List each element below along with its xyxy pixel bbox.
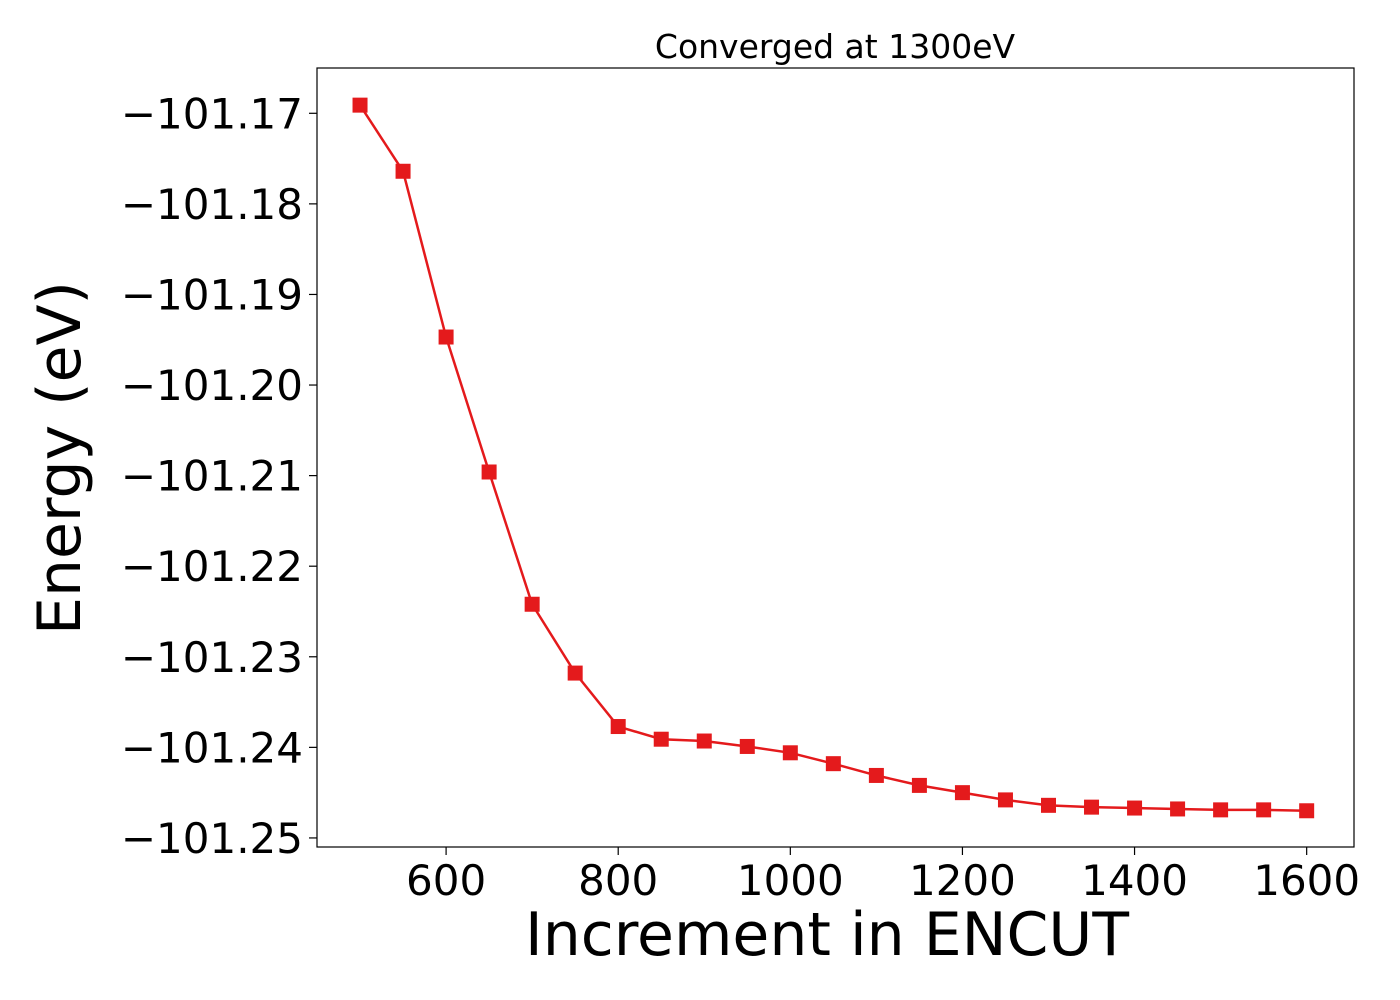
x-axis-label: Increment in ENCUT: [525, 900, 1129, 970]
y-tick-label: −101.23: [121, 633, 303, 682]
data-point-marker: [1170, 801, 1186, 817]
x-tick-label: 1400: [1081, 856, 1188, 905]
data-point-marker: [1040, 797, 1056, 813]
data-point-marker: [782, 745, 798, 761]
x-tick-label: 1600: [1253, 856, 1360, 905]
y-tick-label: −101.19: [121, 270, 303, 319]
data-point-marker: [481, 464, 497, 480]
data-point-marker: [610, 719, 626, 735]
data-point-marker: [1213, 802, 1229, 818]
y-axis: −101.17 −101.18 −101.19 −101.20 −101.21 −101.…: [121, 89, 317, 863]
x-tick-label: 1000: [737, 856, 844, 905]
data-point-marker: [1299, 803, 1315, 819]
data-point-marker: [524, 596, 540, 612]
data-point-marker: [825, 756, 841, 772]
data-point-marker: [352, 97, 368, 113]
data-point-marker: [653, 731, 669, 747]
data-point-marker: [1127, 800, 1143, 816]
data-point-marker: [696, 733, 712, 749]
x-tick-label: 800: [578, 856, 658, 905]
x-tick-label: 600: [406, 856, 486, 905]
data-point-marker: [997, 792, 1013, 808]
y-tick-label: −101.25: [121, 814, 303, 863]
data-point-marker: [954, 785, 970, 801]
y-tick-label: −101.24: [121, 723, 303, 772]
data-point-marker: [739, 738, 755, 754]
data-series: [352, 97, 1315, 819]
y-tick-label: −101.22: [121, 542, 303, 591]
data-point-marker: [1084, 799, 1100, 815]
data-point-marker: [395, 163, 411, 179]
data-point-marker: [438, 329, 454, 345]
y-tick-label: −101.17: [121, 89, 303, 138]
y-tick-label: −101.18: [121, 180, 303, 229]
y-axis-label: Energy (eV): [25, 281, 95, 635]
plot-area-frame: [316, 67, 1355, 848]
data-point-marker: [911, 777, 927, 793]
chart-title: Converged at 1300eV: [655, 27, 1016, 66]
data-point-marker: [567, 665, 583, 681]
x-axis: 600 800 1000 1200 1400 1600: [406, 847, 1360, 905]
y-tick-label: −101.21: [121, 452, 303, 501]
data-point-marker: [868, 767, 884, 783]
y-tick-label: −101.20: [121, 361, 303, 410]
x-tick-label: 1200: [909, 856, 1016, 905]
data-point-marker: [1256, 802, 1272, 818]
